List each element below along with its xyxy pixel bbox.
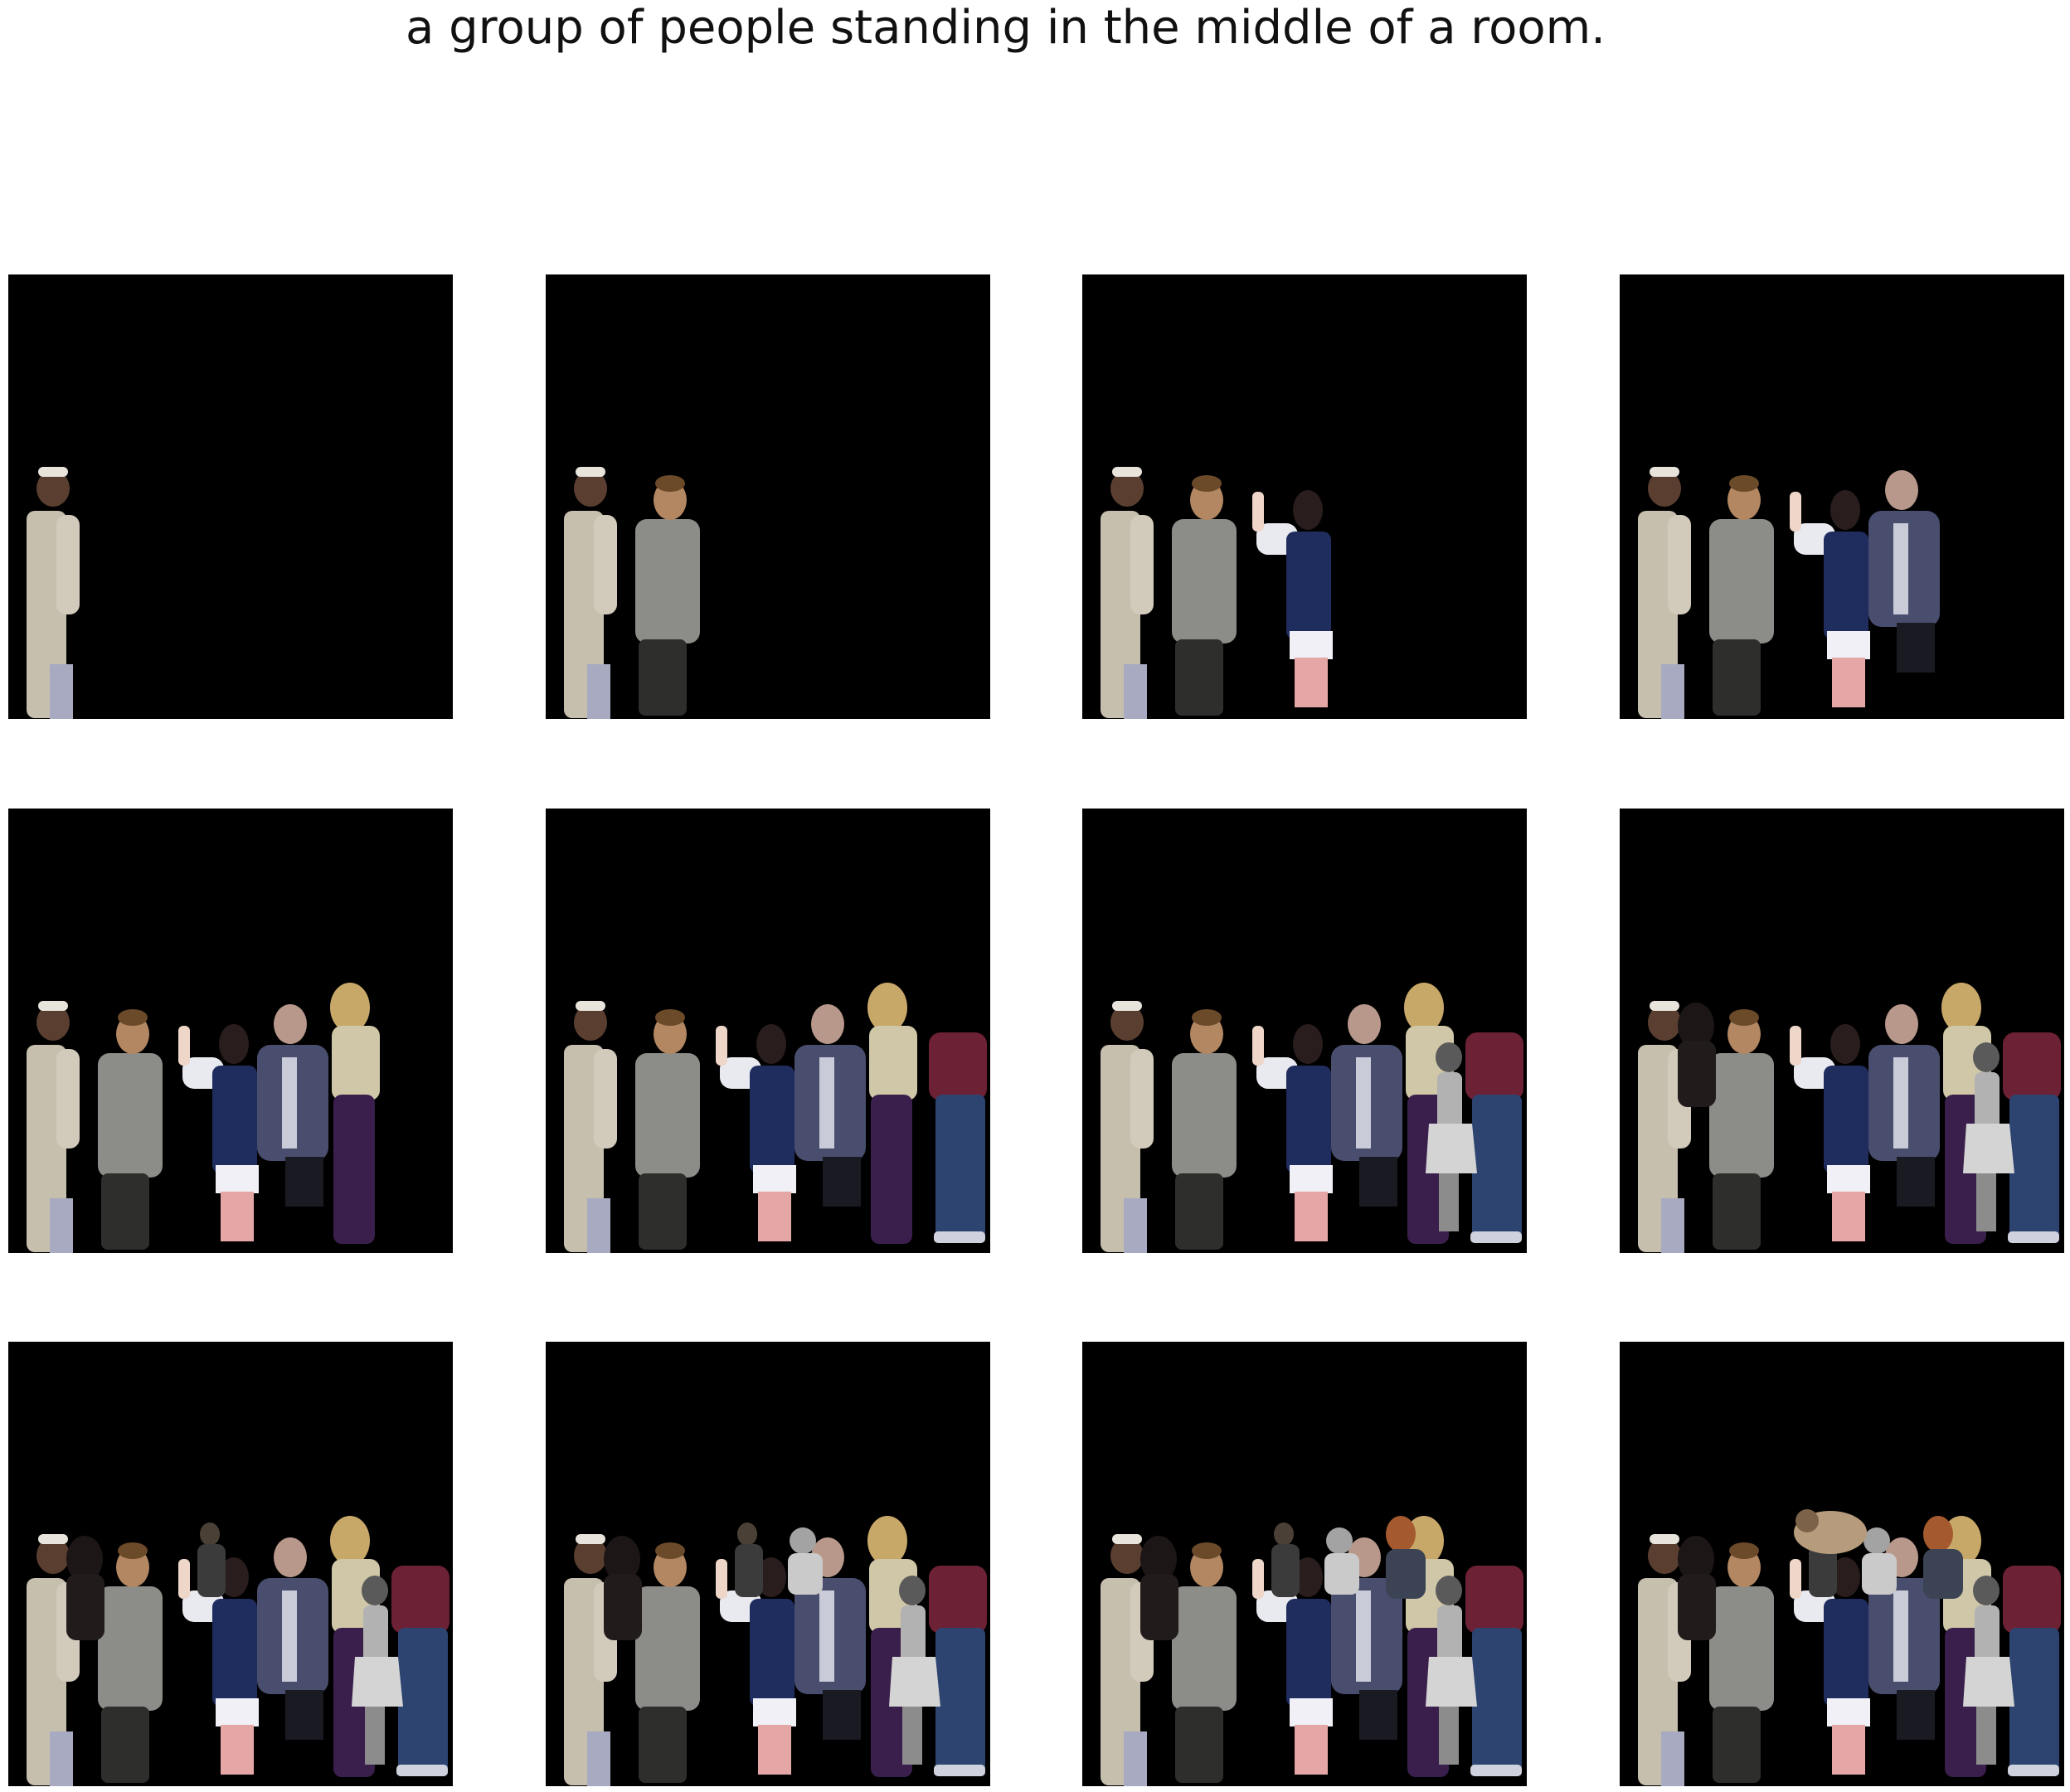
composite-canvas bbox=[8, 1342, 453, 1786]
panel-step-1 bbox=[8, 274, 453, 719]
person-red-jacket-jeans-figure bbox=[929, 1566, 987, 1776]
panel-step-12 bbox=[1620, 1342, 2064, 1786]
panel-step-5 bbox=[8, 809, 453, 1253]
figure-caption: a group of people standing in the middle… bbox=[0, 0, 2011, 56]
panel-step-10 bbox=[546, 1342, 990, 1786]
person-red-jacket-jeans-figure bbox=[391, 1566, 449, 1776]
composite-canvas bbox=[546, 274, 990, 719]
panel-step-6 bbox=[546, 809, 990, 1253]
person-red-jacket-jeans-figure bbox=[929, 1032, 987, 1243]
composite-canvas bbox=[1082, 274, 1527, 719]
panel-step-9 bbox=[8, 1342, 453, 1786]
panel-step-3 bbox=[1082, 274, 1527, 719]
person-red-jacket-jeans-figure bbox=[1465, 1032, 1523, 1243]
composite-canvas bbox=[8, 809, 453, 1253]
woman-dark-hair-figure bbox=[1678, 1536, 1716, 1640]
composite-canvas bbox=[546, 809, 990, 1253]
person-red-jacket-jeans-figure bbox=[1465, 1566, 1523, 1776]
composite-canvas bbox=[546, 1342, 990, 1786]
composite-canvas bbox=[1620, 274, 2064, 719]
person-red-jacket-jeans-figure bbox=[2003, 1566, 2061, 1776]
woman-dark-hair-figure bbox=[604, 1536, 642, 1640]
composite-canvas bbox=[8, 274, 453, 719]
panel-step-4 bbox=[1620, 274, 2064, 719]
woman-dark-hair-figure bbox=[1678, 1003, 1716, 1107]
panel-step-7 bbox=[1082, 809, 1527, 1253]
composite-canvas bbox=[1082, 1342, 1527, 1786]
woman-dark-hair-figure bbox=[1140, 1536, 1178, 1640]
composite-canvas bbox=[1620, 1342, 2064, 1786]
panel-step-8 bbox=[1620, 809, 2064, 1253]
composite-canvas bbox=[1620, 809, 2064, 1253]
person-red-jacket-jeans-figure bbox=[2003, 1032, 2061, 1243]
panel-step-11 bbox=[1082, 1342, 1527, 1786]
woman-dark-hair-figure bbox=[66, 1536, 104, 1640]
panel-step-2 bbox=[546, 274, 990, 719]
composite-canvas bbox=[1082, 809, 1527, 1253]
